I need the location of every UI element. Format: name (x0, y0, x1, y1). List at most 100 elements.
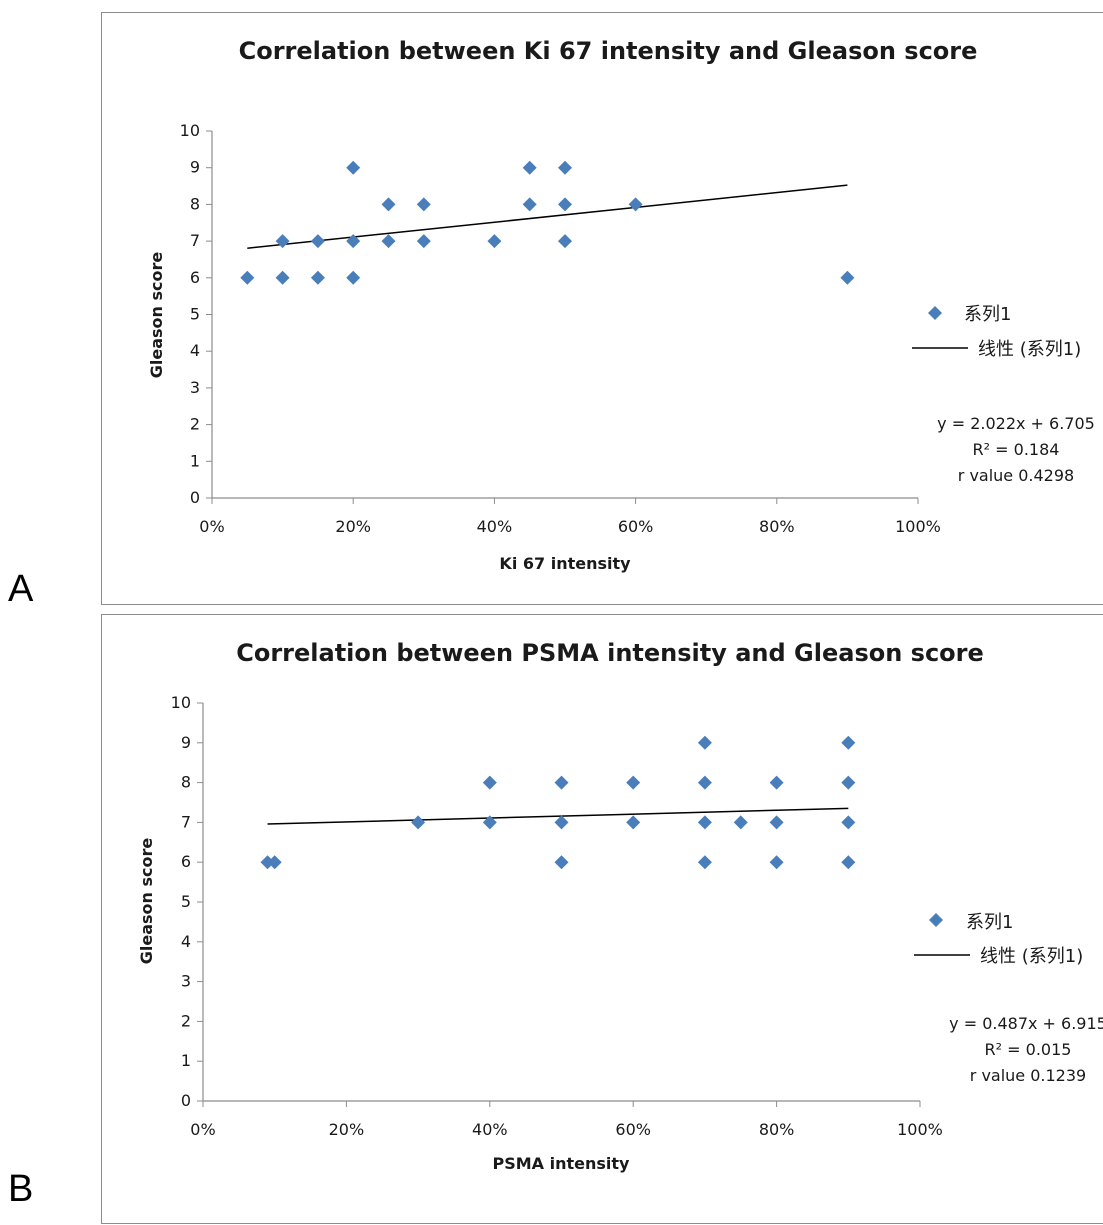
data-point (626, 815, 641, 830)
data-point (416, 197, 431, 212)
data-point (416, 234, 431, 249)
data-point (275, 270, 290, 285)
data-point (482, 815, 497, 830)
x-tick-label: 60% (618, 517, 654, 536)
y-axis-label: Gleason score (147, 252, 166, 379)
y-tick-label: 9 (190, 158, 200, 177)
x-tick-label: 20% (335, 517, 371, 536)
chart-panel-b: Correlation between PSMA intensity and G… (101, 614, 1103, 1224)
x-tick-label: 40% (477, 517, 513, 536)
data-point (381, 234, 396, 249)
x-tick-label: 100% (895, 517, 941, 536)
y-tick-label: 1 (190, 451, 200, 470)
data-point (554, 855, 569, 870)
chart-title: Correlation between Ki 67 intensity and … (239, 37, 978, 65)
data-point (346, 160, 361, 175)
data-point (487, 234, 502, 249)
legend-trendline-label: 线性 (系列1) (980, 946, 1083, 967)
chart-a-canvas: Correlation between Ki 67 intensity and … (147, 37, 1095, 573)
data-points (260, 735, 856, 870)
chart-panel-a: Correlation between Ki 67 intensity and … (101, 12, 1103, 605)
y-tick-label: 6 (181, 852, 191, 871)
x-tick-label: 100% (897, 1120, 943, 1139)
y-tick-label: 8 (190, 194, 200, 213)
y-tick-label: 9 (181, 733, 191, 752)
data-point (346, 234, 361, 249)
y-tick-label: 10 (171, 693, 191, 712)
data-point (697, 855, 712, 870)
legend-marker-icon (928, 306, 942, 320)
data-point (697, 815, 712, 830)
y-tick-label: 1 (181, 1051, 191, 1070)
data-point (841, 775, 856, 790)
data-point (841, 735, 856, 750)
x-tick-label: 20% (329, 1120, 365, 1139)
equation-text: y = 0.487x + 6.915 (949, 1014, 1103, 1033)
y-tick-label: 3 (190, 378, 200, 397)
x-tick-label: 0% (190, 1120, 215, 1139)
r-squared-text: R² = 0.184 (973, 440, 1060, 459)
x-tick-label: 40% (472, 1120, 508, 1139)
data-point (522, 197, 537, 212)
trendline-layer (267, 807, 849, 825)
x-tick-label: 80% (759, 1120, 795, 1139)
y-tick-label: 6 (190, 268, 200, 287)
y-tick-label: 0 (181, 1091, 191, 1110)
x-axis-label: Ki 67 intensity (499, 554, 631, 573)
data-point (346, 270, 361, 285)
x-tick-label: 80% (759, 517, 795, 536)
y-tick-label: 10 (180, 121, 200, 140)
data-point (310, 234, 325, 249)
data-point (769, 855, 784, 870)
data-point (769, 815, 784, 830)
chart-b-canvas: Correlation between PSMA intensity and G… (137, 639, 1103, 1173)
r-value-text: r value 0.4298 (958, 466, 1074, 485)
y-tick-label: 8 (181, 773, 191, 792)
data-point (697, 735, 712, 750)
data-point (733, 815, 748, 830)
y-tick-label: 5 (190, 305, 200, 324)
data-point (240, 270, 255, 285)
legend-trendline-label: 线性 (系列1) (978, 339, 1081, 360)
y-tick-label: 7 (190, 231, 200, 250)
panel-label-b: B (8, 1168, 34, 1210)
data-point (841, 815, 856, 830)
data-point (558, 197, 572, 212)
equation-text: y = 2.022x + 6.705 (937, 414, 1095, 433)
y-tick-label: 4 (190, 341, 200, 360)
x-tick-label: 60% (615, 1120, 651, 1139)
r-value-text: r value 0.1239 (970, 1066, 1086, 1085)
y-tick-label: 7 (181, 812, 191, 831)
data-point (697, 775, 712, 790)
legend-series-label: 系列1 (964, 304, 1011, 325)
data-point (841, 855, 856, 870)
data-point (840, 270, 855, 285)
data-point (554, 775, 569, 790)
trendline (247, 184, 848, 249)
x-tick-label: 0% (199, 517, 224, 536)
legend-series-label: 系列1 (966, 912, 1013, 933)
trendline (267, 807, 849, 825)
y-tick-label: 2 (190, 415, 200, 434)
data-point (381, 197, 396, 212)
data-point (769, 775, 784, 790)
y-tick-label: 3 (181, 972, 191, 991)
x-axis-label: PSMA intensity (493, 1154, 631, 1173)
legend: 系列1 线性 (系列1) (912, 304, 1081, 360)
panel-label-a: A (8, 568, 34, 610)
data-point (260, 855, 275, 870)
legend: 系列1 线性 (系列1) (914, 912, 1083, 967)
y-axis-label: Gleason score (137, 838, 156, 965)
data-point (558, 234, 572, 249)
data-point (267, 855, 282, 870)
data-point (558, 160, 572, 175)
data-point (275, 234, 290, 249)
chart-title: Correlation between PSMA intensity and G… (236, 639, 984, 667)
data-points (240, 160, 855, 285)
data-point (522, 160, 537, 175)
y-tick-label: 4 (181, 932, 191, 951)
y-tick-label: 0 (190, 488, 200, 507)
legend-marker-icon (929, 913, 943, 927)
